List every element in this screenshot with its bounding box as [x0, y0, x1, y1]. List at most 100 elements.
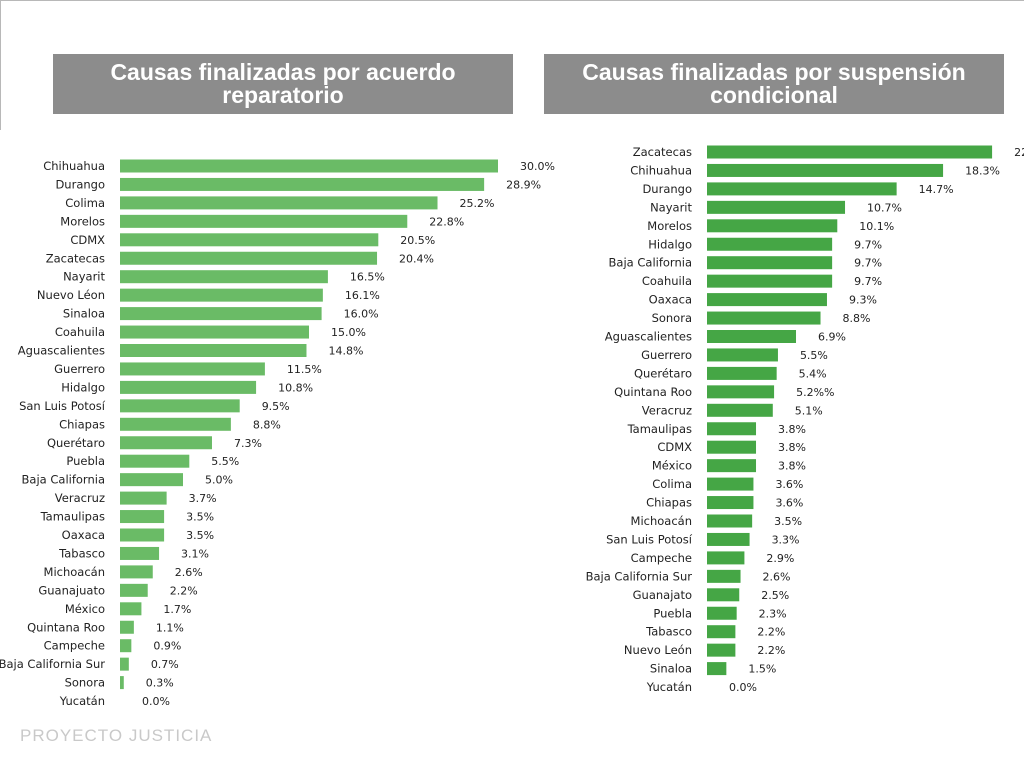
category-label-oaxaca: Oaxaca — [649, 293, 692, 307]
category-label-guanajuato: Guanajuato — [38, 583, 105, 597]
value-label-hidalgo: 10.8% — [278, 381, 313, 394]
category-label-baja-california-sur: Baja California Sur — [0, 657, 105, 671]
category-label-chihuahua: Chihuahua — [43, 159, 105, 173]
category-label-nuevo-leon: Nuevo Léon — [37, 288, 105, 302]
category-label-morelos: Morelos — [647, 219, 692, 233]
top-border-line — [0, 0, 1024, 1]
value-label-campeche: 2.9% — [766, 552, 794, 565]
bar-zacatecas — [707, 145, 993, 159]
category-label-sinaloa: Sinaloa — [650, 662, 692, 676]
category-label-nayarit: Nayarit — [650, 200, 692, 214]
bar-queretaro — [707, 366, 777, 380]
category-label-chiapas: Chiapas — [59, 417, 105, 431]
bar-durango — [707, 182, 897, 196]
category-label-puebla: Puebla — [66, 454, 105, 468]
bar-zacatecas — [120, 251, 378, 265]
category-label-coahuila: Coahuila — [642, 274, 692, 288]
bar-michoacan — [707, 514, 753, 528]
value-label-san-luis-potosi: 3.3% — [772, 533, 800, 546]
value-label-quintana-roo: 5.2%% — [796, 386, 834, 399]
value-label-zacatecas: 20.4% — [399, 252, 434, 265]
category-label-guerrero: Guerrero — [641, 348, 692, 362]
value-label-tabasco: 2.2% — [757, 626, 785, 639]
value-label-baja-california-sur: 2.6% — [763, 570, 791, 583]
bar-quintana-roo — [120, 620, 134, 634]
bar-chiapas — [120, 417, 231, 431]
category-label-campeche: Campeche — [44, 639, 105, 653]
chart-left: Chihuahua 30.0% Durango 28.9% Colima 25.2% Mor… — [0, 159, 555, 708]
value-label-chihuahua: 30.0% — [520, 160, 555, 173]
category-label-yucatan: Yucatán — [59, 694, 105, 708]
value-label-cdmx: 20.5% — [400, 234, 435, 247]
chart-title-suspension-condicional: Causas finalizadas por suspensión condic… — [544, 54, 1004, 114]
category-label-mexico: México — [65, 602, 105, 616]
value-label-hidalgo: 9.7% — [854, 238, 882, 251]
value-label-durango: 14.7% — [919, 183, 954, 196]
category-label-tabasco: Tabasco — [58, 546, 105, 560]
category-label-sonora: Sonora — [652, 311, 692, 325]
category-label-aguascalientes: Aguascalientes — [605, 330, 692, 344]
value-label-zacatecas: 22.1 — [1014, 146, 1024, 159]
bar-nayarit — [120, 270, 328, 284]
value-label-aguascalientes: 6.9% — [818, 331, 846, 344]
bar-campeche — [120, 639, 132, 653]
bar-nuevo-leon — [120, 288, 323, 302]
value-label-nayarit: 10.7% — [867, 201, 902, 214]
value-label-michoacan: 2.6% — [175, 566, 203, 579]
category-label-durango: Durango — [55, 177, 105, 191]
value-label-queretaro: 5.4% — [799, 367, 827, 380]
value-label-guanajato: 2.5% — [761, 589, 789, 602]
bar-san-luis-potosi — [707, 532, 750, 546]
bar-tamaulipas — [120, 510, 165, 524]
value-label-guerrero: 5.5% — [800, 349, 828, 362]
value-label-chihuahua: 18.3% — [965, 164, 1000, 177]
bar-campeche — [707, 551, 745, 565]
bar-queretaro — [120, 436, 212, 450]
category-label-coahuila: Coahuila — [55, 325, 105, 339]
value-label-morelos: 22.8% — [429, 215, 464, 228]
category-label-colima: Colima — [65, 196, 105, 210]
value-label-mexico: 1.7% — [163, 603, 191, 616]
bar-morelos — [120, 214, 408, 228]
value-label-cdmx: 3.8% — [778, 441, 806, 454]
category-label-nuevo-leon: Nuevo León — [624, 643, 692, 657]
value-label-guerrero: 11.5% — [287, 363, 322, 376]
chart-title-acuerdo-reparatorio: Causas finalizadas por acuerdo reparator… — [53, 54, 513, 114]
category-label-veracruz: Veracruz — [55, 491, 105, 505]
value-label-tamaulipas: 3.5% — [186, 511, 214, 524]
value-label-sinaloa: 1.5% — [748, 663, 776, 676]
value-label-guanajuato: 2.2% — [170, 584, 198, 597]
value-label-campeche: 0.9% — [153, 640, 181, 653]
value-label-coahuila: 15.0% — [331, 326, 366, 339]
category-label-chihuahua: Chihuahua — [630, 163, 692, 177]
value-label-oaxaca: 9.3% — [849, 294, 877, 307]
bar-tamaulipas — [707, 422, 757, 436]
bar-oaxaca — [707, 293, 827, 307]
category-label-sonora: Sonora — [65, 676, 105, 690]
left-border-line — [0, 0, 1, 130]
bar-durango — [120, 177, 485, 191]
category-label-tamaulipas: Tamaulipas — [627, 422, 692, 436]
bar-quintana-roo — [707, 385, 775, 399]
category-label-puebla: Puebla — [653, 606, 692, 620]
bar-sonora — [120, 676, 124, 690]
bar-aguascalientes — [707, 330, 797, 343]
category-label-cdmx: CDMX — [70, 233, 105, 247]
bar-mexico — [707, 459, 757, 473]
category-label-san-luis-potosi: San Luis Potosí — [19, 399, 106, 413]
category-label-guerrero: Guerrero — [54, 362, 105, 376]
category-label-nayarit: Nayarit — [63, 270, 105, 284]
bar-puebla — [707, 606, 737, 620]
bar-coahuila — [120, 325, 309, 339]
category-label-guanajato: Guanajato — [633, 588, 692, 602]
category-label-cdmx: CDMX — [657, 440, 692, 454]
category-label-sinaloa: Sinaloa — [63, 307, 105, 321]
category-label-baja-california: Baja California — [22, 473, 105, 487]
bar-baja-california-sur — [707, 569, 741, 583]
category-label-hidalgo: Hidalgo — [61, 380, 105, 394]
bar-hidalgo — [120, 380, 257, 394]
category-label-yucatan: Yucatán — [646, 680, 692, 694]
bar-sonora — [707, 311, 821, 325]
value-label-mexico: 3.8% — [778, 460, 806, 473]
